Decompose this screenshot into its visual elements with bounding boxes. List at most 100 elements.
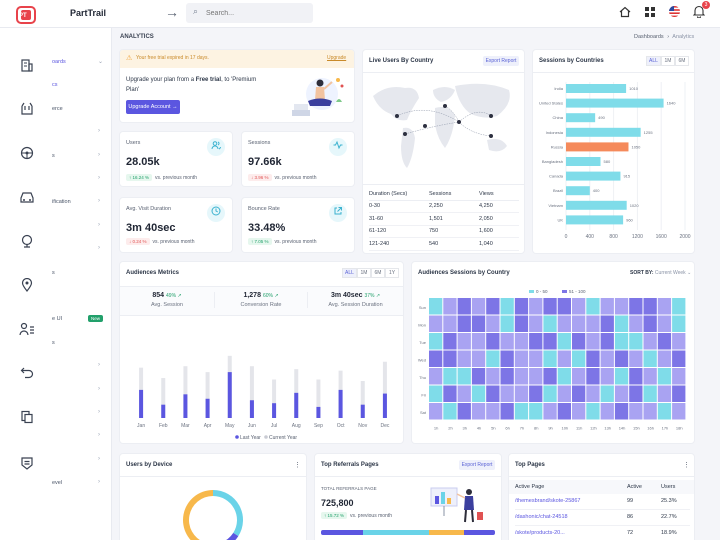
- language-flag-icon[interactable]: [669, 6, 680, 17]
- sidebar-item[interactable]: ›: [0, 407, 112, 421]
- x-tick-label: 1200: [632, 234, 643, 240]
- card-menu-icon[interactable]: ⋮: [683, 462, 690, 469]
- donut-slice: [226, 532, 239, 540]
- stat-card-bounce-rate: Bounce Rate 33.48% ↑ 7.05 % vs. previous …: [242, 198, 354, 252]
- metric-value: 854: [152, 292, 165, 299]
- heatmap-cell: [672, 368, 686, 385]
- x-tick-label: May: [225, 423, 235, 429]
- sidebar-item[interactable]: erce: [0, 103, 112, 117]
- upgrade-link[interactable]: Upgrade: [327, 55, 347, 61]
- heatmap-cell: [572, 315, 586, 332]
- shield-icon[interactable]: [18, 456, 36, 474]
- logo[interactable]: PT: [16, 6, 36, 24]
- heatmap-cell: [471, 298, 486, 315]
- metric-label: Avg. Session: [150, 302, 183, 308]
- heatmap-cell: [657, 385, 672, 402]
- sidebar-item[interactable]: s: [0, 337, 112, 351]
- heatmap-cell: [614, 298, 629, 315]
- progress-segment: [397, 530, 429, 535]
- page-link[interactable]: /themesbrand/skote-25867: [515, 493, 627, 510]
- breadcrumb-root[interactable]: Dashboards: [634, 34, 664, 40]
- top-pages-table: Active Page Active Users /themesbrand/sk…: [515, 481, 690, 540]
- notification-bell-icon[interactable]: [692, 5, 706, 19]
- stat-delta: ↑ 7.05 %: [248, 238, 272, 245]
- search-input[interactable]: [206, 7, 306, 19]
- sort-dropdown[interactable]: SORT BY: Current Week ⌄: [630, 270, 691, 276]
- page-link[interactable]: /skote/products-20...: [515, 525, 627, 540]
- data-label: 400: [593, 188, 600, 193]
- search-box[interactable]: ⌕: [186, 3, 313, 23]
- building-icon[interactable]: [18, 58, 36, 76]
- x-tick-label: 1600: [656, 234, 667, 240]
- chevron-icon: ⌄: [98, 59, 104, 65]
- home-icon[interactable]: [619, 6, 631, 18]
- filter-all[interactable]: ALL: [342, 268, 357, 278]
- sidebar-item[interactable]: e UI New: [0, 313, 112, 327]
- filter-all[interactable]: ALL: [646, 56, 661, 66]
- bar: [566, 127, 641, 137]
- legend-label: 51 - 100: [569, 289, 586, 294]
- heatmap-cell: [429, 298, 443, 315]
- heatmap-cell: [457, 298, 471, 315]
- table-row: /themesbrand/skote-25867 99 25.3%: [515, 493, 690, 510]
- sidebar-item[interactable]: ›: [0, 173, 112, 187]
- heatmap-cell: [457, 403, 471, 420]
- heatmap-cell: [572, 403, 586, 420]
- heatmap-cell: [443, 298, 457, 315]
- y-tick-label: India: [554, 86, 563, 91]
- heatmap-cell: [600, 315, 614, 332]
- sidebar-item[interactable]: evel ›: [0, 477, 112, 491]
- filter-6m[interactable]: 6M: [371, 268, 385, 278]
- sidebar-item[interactable]: oards ⌄: [0, 56, 112, 70]
- export-report-button[interactable]: Export Report: [483, 56, 519, 66]
- steering-wheel-icon[interactable]: [18, 146, 36, 164]
- toggle-sidebar-arrow-icon[interactable]: →: [165, 4, 179, 20]
- copy-icon[interactable]: [18, 410, 36, 428]
- sidebar-item[interactable]: cs: [0, 79, 112, 93]
- box-icon[interactable]: [18, 102, 36, 120]
- column-header: Views: [479, 188, 519, 201]
- page-link[interactable]: /dashonic/chat-24518: [515, 509, 627, 526]
- metric-delta: 60% ↗: [262, 293, 279, 299]
- user-list-icon[interactable]: [18, 322, 36, 340]
- progress-segment: [321, 530, 363, 535]
- x-tick-label: Apr: [204, 423, 212, 429]
- car-icon[interactable]: [18, 190, 36, 208]
- globe-stand-icon[interactable]: [18, 234, 36, 252]
- sidebar-item[interactable]: ›: [0, 430, 112, 444]
- card-menu-icon[interactable]: ⋮: [294, 462, 301, 469]
- sidebar-item[interactable]: ›: [0, 220, 112, 234]
- sidebar-item[interactable]: ›: [0, 126, 112, 140]
- sidebar-item[interactable]: ›: [0, 243, 112, 257]
- undo-icon[interactable]: [18, 366, 36, 384]
- column-header: Active Page: [515, 484, 545, 490]
- sidebar-item[interactable]: ›: [0, 384, 112, 398]
- sessions-heatmap: 0 - 50 51 - 100 Sun Mon Tue Wed Thu Fri Sat 1h 2h 3…: [418, 289, 686, 431]
- map-pin-icon[interactable]: [18, 277, 36, 296]
- card-title: Live Users By Country: [369, 58, 434, 64]
- filter-6m[interactable]: 6M: [675, 56, 689, 66]
- data-label: 580: [604, 159, 611, 164]
- y-tick-label: Vietnam: [548, 203, 563, 208]
- referrals-delta: ↑ 15.72 %: [321, 512, 348, 519]
- sidebar-item[interactable]: [0, 290, 112, 304]
- filter-1m[interactable]: 1M: [661, 56, 675, 66]
- export-report-button[interactable]: Export Report: [459, 460, 495, 470]
- apps-grid-icon[interactable]: [645, 7, 655, 17]
- x-tick-label: 9h: [548, 426, 552, 431]
- upgrade-account-button[interactable]: Upgrade Account →: [126, 100, 180, 114]
- table-cell: 2,050: [479, 212, 519, 226]
- chevron-icon: ›: [98, 432, 100, 439]
- filter-1y[interactable]: 1Y: [385, 268, 399, 278]
- sidebar-item[interactable]: s ›: [0, 150, 112, 164]
- warning-icon: ⚠: [126, 55, 133, 62]
- sort-label: SORT BY:: [630, 270, 654, 276]
- sidebar-item[interactable]: ›: [0, 360, 112, 374]
- filter-1m[interactable]: 1M: [357, 268, 371, 278]
- sidebar-item[interactable]: ification ›: [0, 196, 112, 210]
- sidebar-item[interactable]: s: [0, 267, 112, 281]
- bar: [566, 200, 627, 210]
- logo-text: PT: [19, 13, 27, 19]
- card-divider: [509, 476, 694, 477]
- sidebar-item[interactable]: ›: [0, 454, 112, 468]
